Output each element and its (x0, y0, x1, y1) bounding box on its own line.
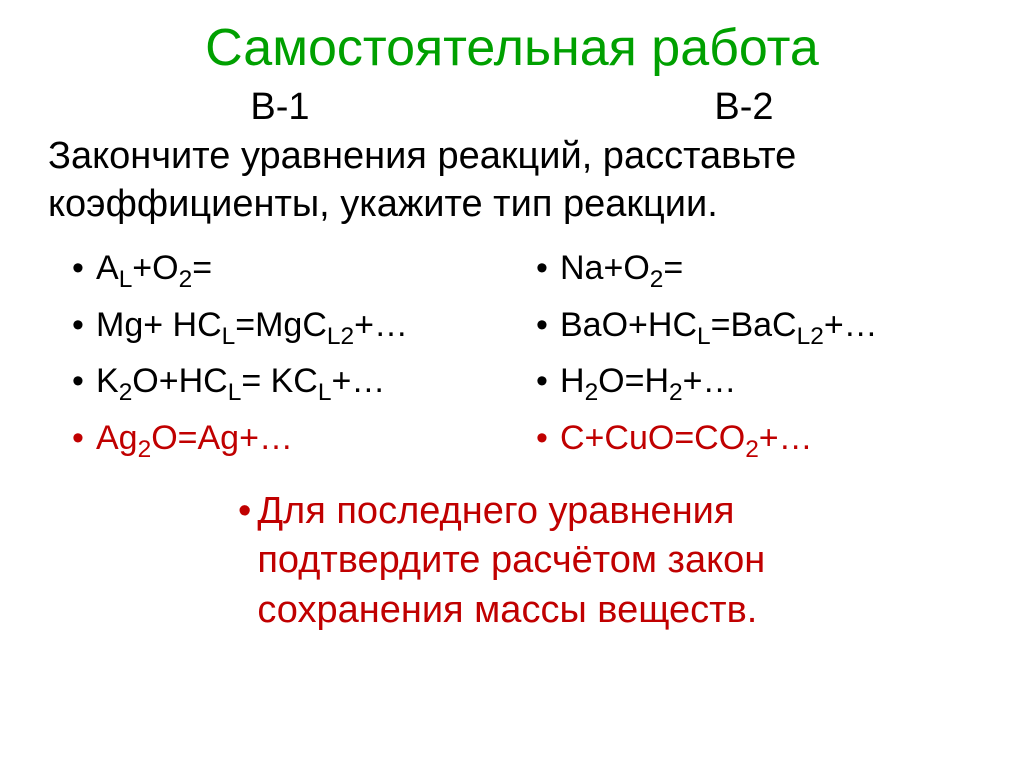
variant-row: В-1 В-2 (48, 86, 976, 129)
c2-eq3: H2O=H2+… (536, 355, 976, 412)
note-line-3: сохранения массы веществ. (257, 589, 757, 631)
slide: Самостоятельная работа В-1 В-2 Закончите… (0, 0, 1024, 768)
c2-eq4: C+CuO=CO2+… (536, 412, 976, 469)
note-line-2: подтвердите расчётом закон (257, 539, 765, 581)
task-line-1: Закончите уравнения реакций, расставьте (48, 135, 796, 177)
task-text: Закончите уравнения реакций, расставьте … (48, 133, 976, 228)
note-block: • Для последнего уравнения подтвердите р… (48, 487, 976, 635)
c2-eq1: Na+O2= (536, 242, 976, 299)
equations-columns: AL+O2= Mg+ HCL=MgCL2+… K2O+HCL= KCL+… Ag… (48, 242, 976, 469)
variant-2-label: В-2 (512, 86, 976, 129)
c1-eq4: Ag2O=Ag+… (72, 412, 512, 469)
note-line-1: Для последнего уравнения (257, 490, 734, 532)
note-bullet-icon: • (238, 487, 251, 635)
c1-eq2: Mg+ HCL=MgCL2+… (72, 299, 512, 356)
c1-eq3: K2O+HCL= KCL+… (72, 355, 512, 412)
c1-eq1: AL+O2= (72, 242, 512, 299)
task-line-2: коэффициенты, укажите тип реакции. (48, 183, 718, 225)
variant-1-label: В-1 (48, 86, 512, 129)
slide-title: Самостоятельная работа (48, 18, 976, 78)
column-1: AL+O2= Mg+ HCL=MgCL2+… K2O+HCL= KCL+… Ag… (48, 242, 512, 469)
note-text: Для последнего уравнения подтвердите рас… (257, 487, 765, 635)
column-2: Na+O2= BaO+HCL=BaCL2+… H2O=H2+… C+CuO=CO… (512, 242, 976, 469)
c2-eq2: BaO+HCL=BaCL2+… (536, 299, 976, 356)
